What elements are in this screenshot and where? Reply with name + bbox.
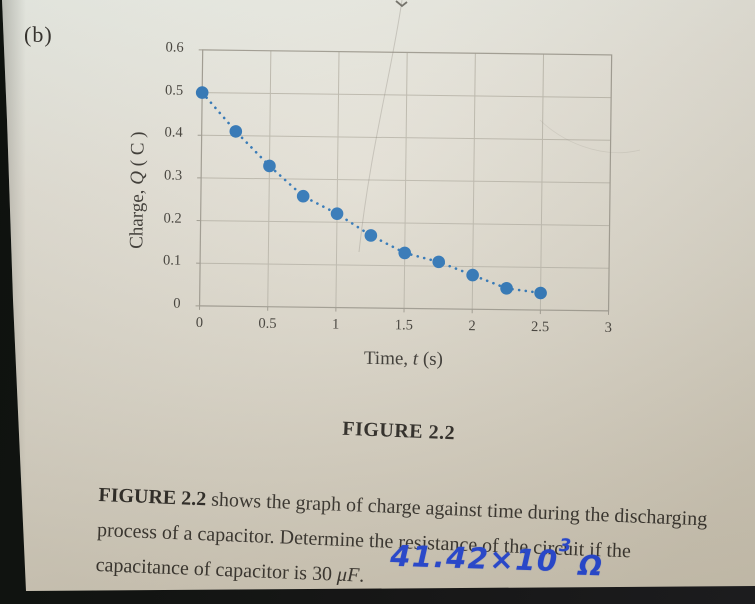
trend-line: [200, 91, 542, 295]
y-tick-label: 0.3: [163, 167, 183, 184]
gridline-horizontal: [201, 177, 611, 184]
x-tick-label: 0: [195, 314, 204, 331]
answer-ohm-symbol: Ω: [578, 549, 605, 583]
y-tick-label: 0.2: [163, 210, 182, 227]
x-tick-labels: 0 0.5 1 1.5 2 2.5 3: [124, 314, 684, 341]
data-point: [330, 207, 344, 221]
problem-line3-unit: μF: [336, 563, 360, 587]
x-tick-label: 1.5: [394, 317, 414, 334]
problem-line3-prefix: capacitance of capacitor is 30: [95, 553, 338, 586]
problem-line3-suffix: .: [358, 564, 365, 587]
data-point: [466, 268, 479, 282]
handwritten-answer: 41.42×103Ω: [389, 535, 605, 583]
charge-time-chart: Charge, Q ( C ) 0 0.1 0.2 0.3 0.4 0.5 0.6 0 0.5…: [124, 25, 688, 397]
plot-border: [198, 49, 613, 312]
x-axis-title: Time, t (s): [199, 346, 608, 373]
gridline-horizontal: [201, 134, 611, 141]
problem-figure-ref: FIGURE 2.2: [98, 484, 207, 511]
data-point: [432, 255, 446, 269]
x-tick-label: 2.5: [531, 318, 550, 336]
y-tick-label: 0: [173, 295, 181, 312]
answer-mantissa: 41.42×10: [389, 538, 560, 578]
data-point: [296, 189, 310, 203]
data-point: [534, 286, 547, 300]
y-tick-label: 0.5: [164, 82, 184, 99]
x-axis-title-prefix: Time,: [363, 347, 413, 370]
gridline-horizontal: [200, 220, 610, 227]
x-tick-label: 1: [331, 316, 340, 333]
data-point: [263, 159, 276, 173]
gridline-horizontal: [200, 262, 610, 269]
y-tick-label: 0.6: [165, 39, 184, 56]
answer-exponent: 3: [558, 535, 572, 557]
x-tick-label: 0.5: [258, 315, 277, 332]
data-point: [500, 282, 513, 295]
data-point: [229, 125, 243, 138]
y-tick-labels: 0 0.1 0.2 0.3 0.4 0.5 0.6: [124, 25, 188, 326]
x-tick-label: 2: [468, 318, 476, 335]
gridline-horizontal: [202, 92, 612, 99]
part-label: (b): [24, 22, 53, 47]
x-axis-title-unit: (s): [418, 348, 444, 370]
y-tick-label: 0.4: [164, 124, 183, 142]
figure-caption: FIGURE 2.2: [341, 417, 456, 445]
y-tick-label: 0.1: [162, 252, 182, 269]
data-point: [364, 229, 378, 242]
x-tick-label: 3: [604, 319, 613, 336]
data-point: [195, 86, 209, 99]
data-point: [398, 246, 412, 260]
plot-svg: [195, 49, 613, 315]
